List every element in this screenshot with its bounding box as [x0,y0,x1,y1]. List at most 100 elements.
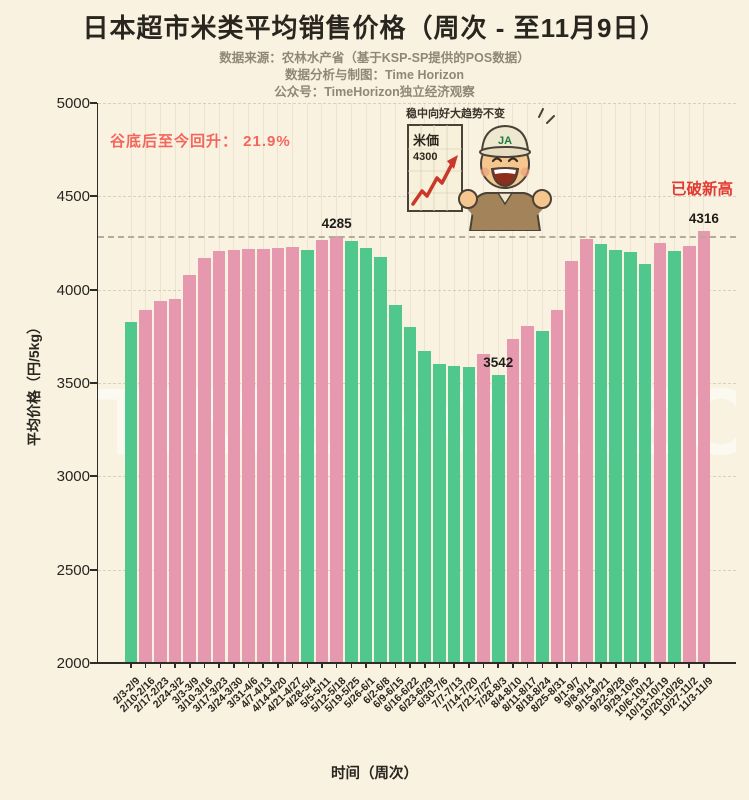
x-tick-mark [659,663,661,668]
y-tick-label: 2000 [56,655,90,672]
y-tick-label: 5000 [56,95,90,112]
x-tick-mark [453,663,455,668]
x-tick-mark [144,663,147,668]
x-tick-mark [629,663,632,668]
x-tick-mark [438,663,441,668]
bar [183,275,197,662]
x-tick-mark [174,663,176,668]
y-tick-label: 4500 [56,188,90,206]
x-tick-mark [673,663,676,668]
farmer-cartoon: 稳中向好大趋势不变 米価 4300 JA [406,106,555,231]
x-tick-mark [130,663,132,668]
x-tick-mark [306,663,309,668]
y-tick-mark [90,102,97,104]
bar [374,256,388,662]
bar [242,249,255,662]
bar [403,326,417,662]
bar [536,330,549,662]
x-tick-mark [541,663,544,668]
y-tick-mark [90,568,97,571]
x-tick-mark [556,663,558,668]
bar [609,250,623,662]
bar [433,363,446,662]
x-tick-mark [688,663,690,668]
y-tick-mark [90,662,97,664]
new-high-annotation: 已破新高 [671,181,734,198]
x-tick-mark [409,663,411,668]
bar [697,230,711,662]
y-tick-label: 2500 [56,561,90,579]
bar [389,304,402,662]
x-tick-mark [277,663,279,668]
bar [624,251,637,662]
horizontal-gridline [98,383,736,384]
bar [154,301,167,662]
y-tick-mark [90,475,97,478]
poster-value: 4300 [413,151,437,163]
poster-title: 米価 [413,133,439,148]
x-tick-mark [350,663,353,668]
bar-value-label: 4316 [688,210,719,226]
x-tick-mark [379,663,382,668]
bar [124,321,138,662]
bar [212,251,226,662]
bar [668,251,681,662]
ja-cap-logo: JA [498,135,512,147]
horizontal-gridline [98,569,736,571]
x-tick-mark [512,663,514,668]
bar [418,350,432,662]
subtitle-account: 公众号：TimeHorizon独立经济观察 [274,85,475,99]
subtitle-author: 数据分析与制图：Time Horizon [285,68,464,82]
x-tick-label: 11/3-11/9 [676,675,716,715]
bar [300,249,314,662]
rice-price-poster-icon: 米価 4300 [407,124,463,212]
x-axis-line [96,662,736,664]
x-tick-mark [570,663,573,668]
bar-value-label: 3542 [483,355,514,371]
x-tick-mark [247,663,250,668]
x-tick-mark [365,663,367,668]
bar [506,338,520,662]
x-tick-mark [497,663,499,668]
x-tick-mark [189,663,191,668]
bar [256,248,270,662]
y-tick-mark [90,195,97,198]
x-tick-mark [203,663,206,668]
bar [315,239,329,662]
bar-value-label: 4285 [321,216,352,232]
bar [477,354,490,662]
x-tick-mark [394,663,397,668]
horizontal-gridline [98,289,736,291]
bar [447,366,461,662]
x-axis-title: 时间（周次） [331,766,418,782]
bar [198,257,211,662]
cartoon-caption: 稳中向好大趋势不变 [406,106,505,120]
y-axis-line [96,103,99,664]
x-tick-mark [218,663,220,668]
farmer-icon: JA [458,108,555,231]
peak-reference-line [98,236,736,239]
bar [139,309,152,662]
bar [227,249,241,662]
x-tick-mark [233,663,235,668]
bar [653,243,667,662]
bar [271,247,285,662]
bar [565,261,578,662]
recovery-annotation: 谷底后至今回升： 21.9% [110,133,291,150]
bar [594,244,608,662]
horizontal-gridline [98,103,736,104]
x-tick-mark [526,663,529,668]
subtitle-block: 数据来源：农林水产省（基于KSP-SP提供的POS数据） 数据分析与制图：Tim… [0,50,749,101]
bar [638,264,652,662]
x-tick-mark [644,663,646,668]
rising-arrow-icon [411,162,454,206]
bar [682,245,696,662]
bar [550,309,564,662]
y-tick-label: 4000 [56,281,90,299]
bar [286,247,299,662]
x-tick-mark [291,663,294,668]
x-tick-mark [482,663,485,668]
x-tick-mark [703,663,705,668]
x-tick-mark [159,663,162,668]
